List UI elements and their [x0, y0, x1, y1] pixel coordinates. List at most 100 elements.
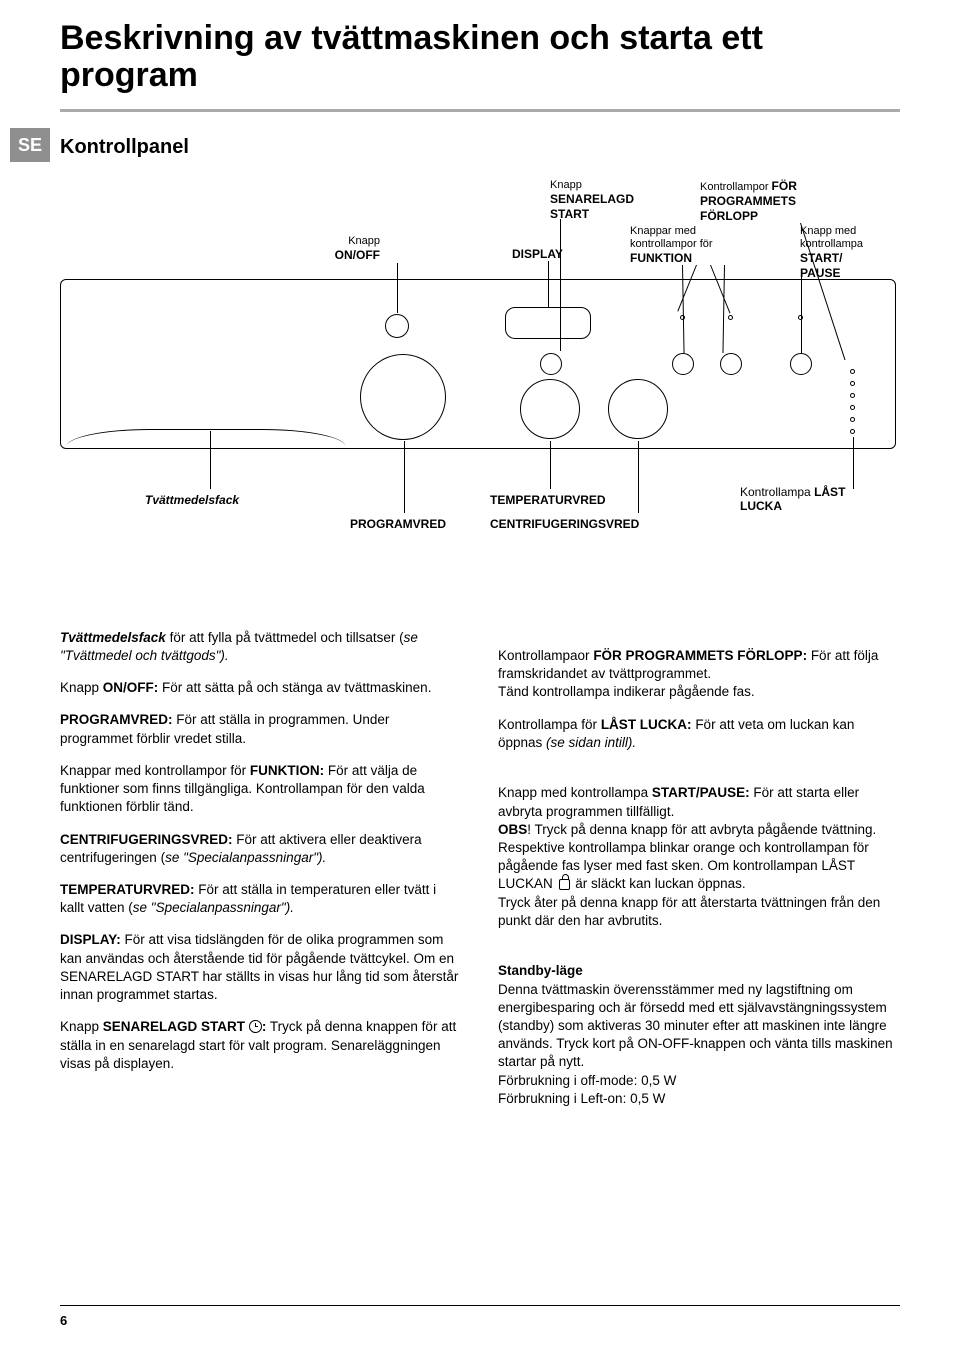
label-text: CENTRIFUGERINGSVRED	[490, 517, 639, 531]
text: Kontrollampaor	[498, 648, 593, 663]
label-centrifugeringsvred: CENTRIFUGERINGSVRED	[490, 517, 639, 531]
leader-line	[397, 263, 398, 313]
text: Knappar med kontrollampor för	[60, 763, 250, 778]
leader-line	[550, 441, 551, 489]
progress-led	[850, 417, 855, 422]
function-button-1	[672, 353, 694, 375]
text: Knapp	[60, 680, 103, 695]
panel-outline	[60, 279, 896, 449]
drawer-curve	[66, 429, 346, 447]
para-tvattmedelsfack: Tvättmedelsfack för att fylla på tvättme…	[60, 629, 462, 665]
label-funktion: Knappar med kontrollampor för FUNKTION	[630, 225, 713, 267]
temperature-knob	[520, 379, 580, 439]
progress-led	[850, 369, 855, 374]
text: Denna tvättmaskin överensstämmer med ny …	[498, 982, 893, 1106]
text: se "Specialanpassningar").	[165, 850, 326, 865]
para-onoff: Knapp ON/OFF: För att sätta på och stäng…	[60, 679, 462, 697]
para-senarelagd: Knapp SENARELAGD START : Tryck på denna …	[60, 1018, 462, 1073]
text: Knapp med kontrollampa	[498, 785, 652, 800]
text: För att sätta på och stänga av tvättmask…	[158, 680, 431, 695]
right-column: Kontrollampaor FÖR PROGRAMMETS FÖRLOPP: …	[498, 629, 900, 1122]
body-columns: Tvättmedelsfack för att fylla på tvättme…	[60, 629, 900, 1122]
text: Tvättmedelsfack	[60, 630, 166, 645]
label-text: LÅST	[814, 485, 845, 499]
text: LÅST LUCKA:	[601, 717, 692, 732]
label-senarelagd-start: Knapp SENARELAGD START	[550, 179, 634, 223]
leader-line	[210, 431, 211, 489]
leader-line	[404, 441, 405, 513]
label-text: Kontrollampa	[740, 485, 811, 499]
progress-led	[850, 429, 855, 434]
label-text: START	[550, 207, 589, 221]
label-text: Knappar med	[630, 225, 696, 237]
progress-led	[850, 381, 855, 386]
control-panel-diagram: Knapp SENARELAGD START Kontrollampor FÖR…	[60, 179, 900, 559]
label-temperaturvred: TEMPERATURVRED	[490, 493, 606, 507]
lock-icon	[559, 879, 570, 890]
para-centrifugeringsvred: CENTRIFUGERINGSVRED: För att aktivera el…	[60, 831, 462, 867]
label-programmets-forlopp: Kontrollampor FÖR PROGRAMMETS FÖRLOPP	[700, 179, 797, 225]
para-funktion: Knappar med kontrollampor för FUNKTION: …	[60, 762, 462, 817]
label-lastlucka: Kontrollampa LÅST LUCKA	[740, 485, 845, 514]
footer-divider	[60, 1305, 900, 1306]
label-text: PROGRAMMETS	[700, 194, 796, 208]
label-text: Knapp	[550, 179, 582, 191]
spin-knob	[608, 379, 668, 439]
progress-led	[850, 393, 855, 398]
text: PROGRAMVRED:	[60, 712, 173, 727]
leader-line	[548, 261, 549, 307]
label-display: DISPLAY	[512, 247, 563, 262]
label-text: LUCKA	[740, 499, 782, 513]
label-text: ON/OFF	[335, 248, 380, 262]
clock-icon	[249, 1020, 262, 1033]
text: START/PAUSE:	[652, 785, 750, 800]
progress-led	[850, 405, 855, 410]
label-text: Tvättmedelsfack	[145, 493, 239, 507]
para-display: DISPLAY: För att visa tidslängden för de…	[60, 931, 462, 1004]
function-button-2	[720, 353, 742, 375]
text: TEMPERATURVRED:	[60, 882, 195, 897]
leader-line	[560, 219, 561, 351]
text: (se sidan intill).	[546, 735, 636, 750]
para-lastlucka: Kontrollampa för LÅST LUCKA: För att vet…	[498, 716, 900, 752]
label-text: FÖRLOPP	[700, 209, 758, 223]
leader-line	[853, 437, 854, 489]
label-text: START/	[800, 251, 842, 265]
text: ON/OFF:	[103, 680, 159, 695]
label-onoff: Knapp ON/OFF	[310, 235, 380, 263]
para-temperaturvred: TEMPERATURVRED: För att ställa in temper…	[60, 881, 462, 917]
label-text: DISPLAY	[512, 247, 563, 261]
label-text: kontrollampor för	[630, 238, 713, 250]
leader-line	[638, 441, 639, 513]
para-programvred: PROGRAMVRED: För att ställa in programme…	[60, 711, 462, 747]
onoff-button	[385, 314, 409, 338]
label-text: PROGRAMVRED	[350, 517, 446, 531]
label-text: TEMPERATURVRED	[490, 493, 606, 507]
title-divider	[60, 109, 900, 112]
label-text: FUNKTION	[630, 251, 692, 265]
para-standby: Standby-läge Denna tvättmaskin överensst…	[498, 944, 900, 1108]
label-text: SENARELAGD	[550, 192, 634, 206]
text: för att fylla på tvättmedel och tillsats…	[166, 630, 404, 645]
start-pause-button	[790, 353, 812, 375]
label-programvred: PROGRAMVRED	[350, 517, 446, 531]
text: FUNKTION:	[250, 763, 324, 778]
text: CENTRIFUGERINGSVRED:	[60, 832, 233, 847]
label-text: Knapp	[348, 235, 380, 247]
text: Kontrollampa för	[498, 717, 601, 732]
program-knob	[360, 354, 446, 440]
label-text: FÖR	[772, 179, 797, 193]
text: OBS	[498, 822, 527, 837]
language-badge: SE	[10, 128, 50, 162]
page-title: Beskrivning av tvättmaskinen och starta …	[60, 20, 900, 95]
page-number: 6	[60, 1313, 67, 1328]
left-column: Tvättmedelsfack för att fylla på tvättme…	[60, 629, 462, 1122]
text: DISPLAY:	[60, 932, 121, 947]
label-text: Kontrollampor	[700, 181, 768, 193]
led-dot	[728, 315, 733, 320]
text: se "Specialanpassningar").	[133, 900, 294, 915]
text: Standby-läge	[498, 963, 583, 978]
text: SENARELAGD START	[103, 1019, 245, 1034]
para-forlopp: Kontrollampaor FÖR PROGRAMMETS FÖRLOPP: …	[498, 629, 900, 702]
delay-button	[540, 353, 562, 375]
